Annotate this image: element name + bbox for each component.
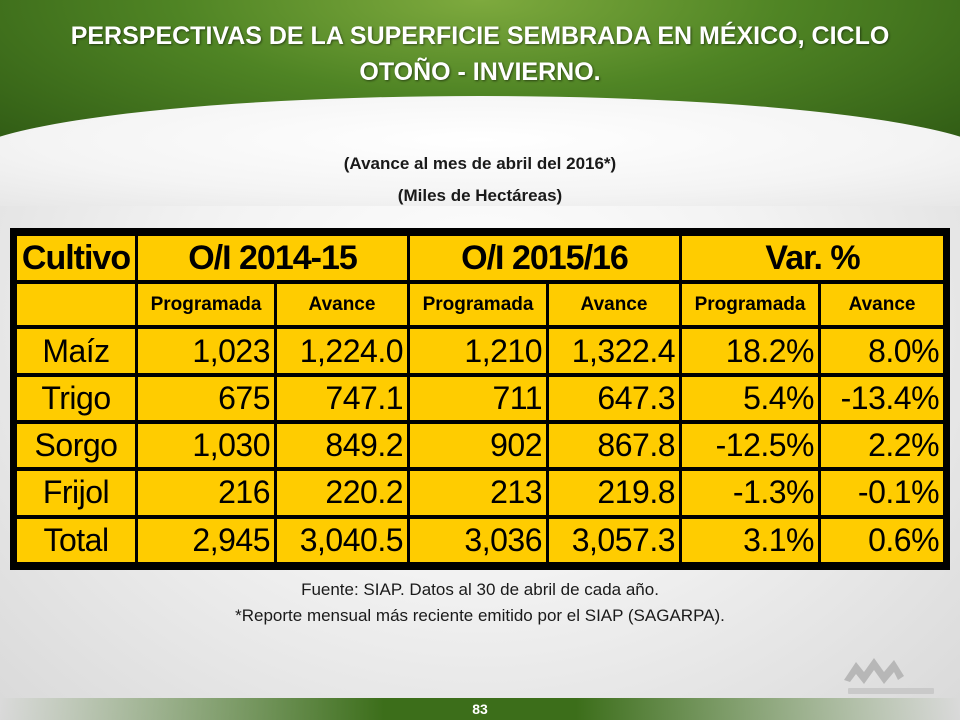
subheader-avance: Avance — [277, 284, 407, 326]
table-cell: 220.2 — [277, 471, 407, 515]
header-oi-2014-15: O/I 2014-15 — [138, 236, 407, 281]
subheader-avance: Avance — [821, 284, 944, 326]
table-cell: 18.2% — [682, 329, 818, 373]
table-cell: 0.6% — [821, 518, 944, 562]
consejo-nacional-agropecuario-logo — [838, 650, 938, 700]
table-cell: 8.0% — [821, 329, 944, 373]
table-cell: 3,040.5 — [277, 518, 407, 562]
table-cell: 213 — [410, 471, 546, 515]
table-cell: 1,224.0 — [277, 329, 407, 373]
data-table: Cultivo O/I 2014-15 O/I 2015/16 Var. % P… — [14, 232, 946, 566]
crop-name: Sorgo — [17, 424, 135, 468]
table-cell: 675 — [138, 376, 274, 421]
crop-name: Total — [17, 518, 135, 562]
banner-curve — [0, 96, 960, 206]
report-note: *Reporte mensual más reciente emitido po… — [235, 606, 725, 625]
table-cell: -12.5% — [682, 424, 818, 468]
page-title: PERSPECTIVAS DE LA SUPERFICIE SEMBRADA E… — [70, 22, 890, 86]
table-cell: 1,210 — [410, 329, 546, 373]
table-cell: 1,322.4 — [549, 329, 679, 373]
header-var-pct: Var. % — [682, 236, 944, 281]
table-row-trigo: Trigo 675 747.1 711 647.3 5.4% -13.4% — [17, 376, 944, 421]
crop-name: Trigo — [17, 376, 135, 421]
header-row-groups: Cultivo O/I 2014-15 O/I 2015/16 Var. % — [17, 236, 944, 281]
table-cell: 2,945 — [138, 518, 274, 562]
table-cell: -13.4% — [821, 376, 944, 421]
table-cell: 5.4% — [682, 376, 818, 421]
table-cell: 849.2 — [277, 424, 407, 468]
subtitle-units: (Miles de Hectáreas) — [397, 186, 563, 205]
subheader-avance: Avance — [549, 284, 679, 326]
page-number: 83 — [0, 698, 960, 720]
table-row-total: Total 2,945 3,040.5 3,036 3,057.3 3.1% 0… — [17, 518, 944, 562]
table-cell: 3,036 — [410, 518, 546, 562]
table-cell: 2.2% — [821, 424, 944, 468]
table-cell: 1,030 — [138, 424, 274, 468]
subheader-empty — [17, 284, 135, 326]
subheader-programada: Programada — [682, 284, 818, 326]
table-row-frijol: Frijol 216 220.2 213 219.8 -1.3% -0.1% — [17, 471, 944, 515]
table-cell: 867.8 — [549, 424, 679, 468]
source-note: Fuente: SIAP. Datos al 30 de abril de ca… — [301, 580, 659, 599]
table-cell: 647.3 — [549, 376, 679, 421]
header-row-sub: Programada Avance Programada Avance Prog… — [17, 284, 944, 326]
table-cell: 747.1 — [277, 376, 407, 421]
table-row-maiz: Maíz 1,023 1,224.0 1,210 1,322.4 18.2% 8… — [17, 329, 944, 373]
table-cell: 711 — [410, 376, 546, 421]
subheader-programada: Programada — [138, 284, 274, 326]
subheader-programada: Programada — [410, 284, 546, 326]
data-table-frame: Cultivo O/I 2014-15 O/I 2015/16 Var. % P… — [10, 228, 950, 570]
table-cell: 1,023 — [138, 329, 274, 373]
header-oi-2015-16: O/I 2015/16 — [410, 236, 679, 281]
table-cell: -0.1% — [821, 471, 944, 515]
table-cell: -1.3% — [682, 471, 818, 515]
crop-name: Maíz — [17, 329, 135, 373]
header-cultivo: Cultivo — [17, 236, 135, 281]
table-cell: 3.1% — [682, 518, 818, 562]
crop-name: Frijol — [17, 471, 135, 515]
table-cell: 902 — [410, 424, 546, 468]
subtitle-period: (Avance al mes de abril del 2016*) — [343, 154, 617, 173]
table-row-sorgo: Sorgo 1,030 849.2 902 867.8 -12.5% 2.2% — [17, 424, 944, 468]
table-cell: 219.8 — [549, 471, 679, 515]
table-cell: 216 — [138, 471, 274, 515]
table-cell: 3,057.3 — [549, 518, 679, 562]
